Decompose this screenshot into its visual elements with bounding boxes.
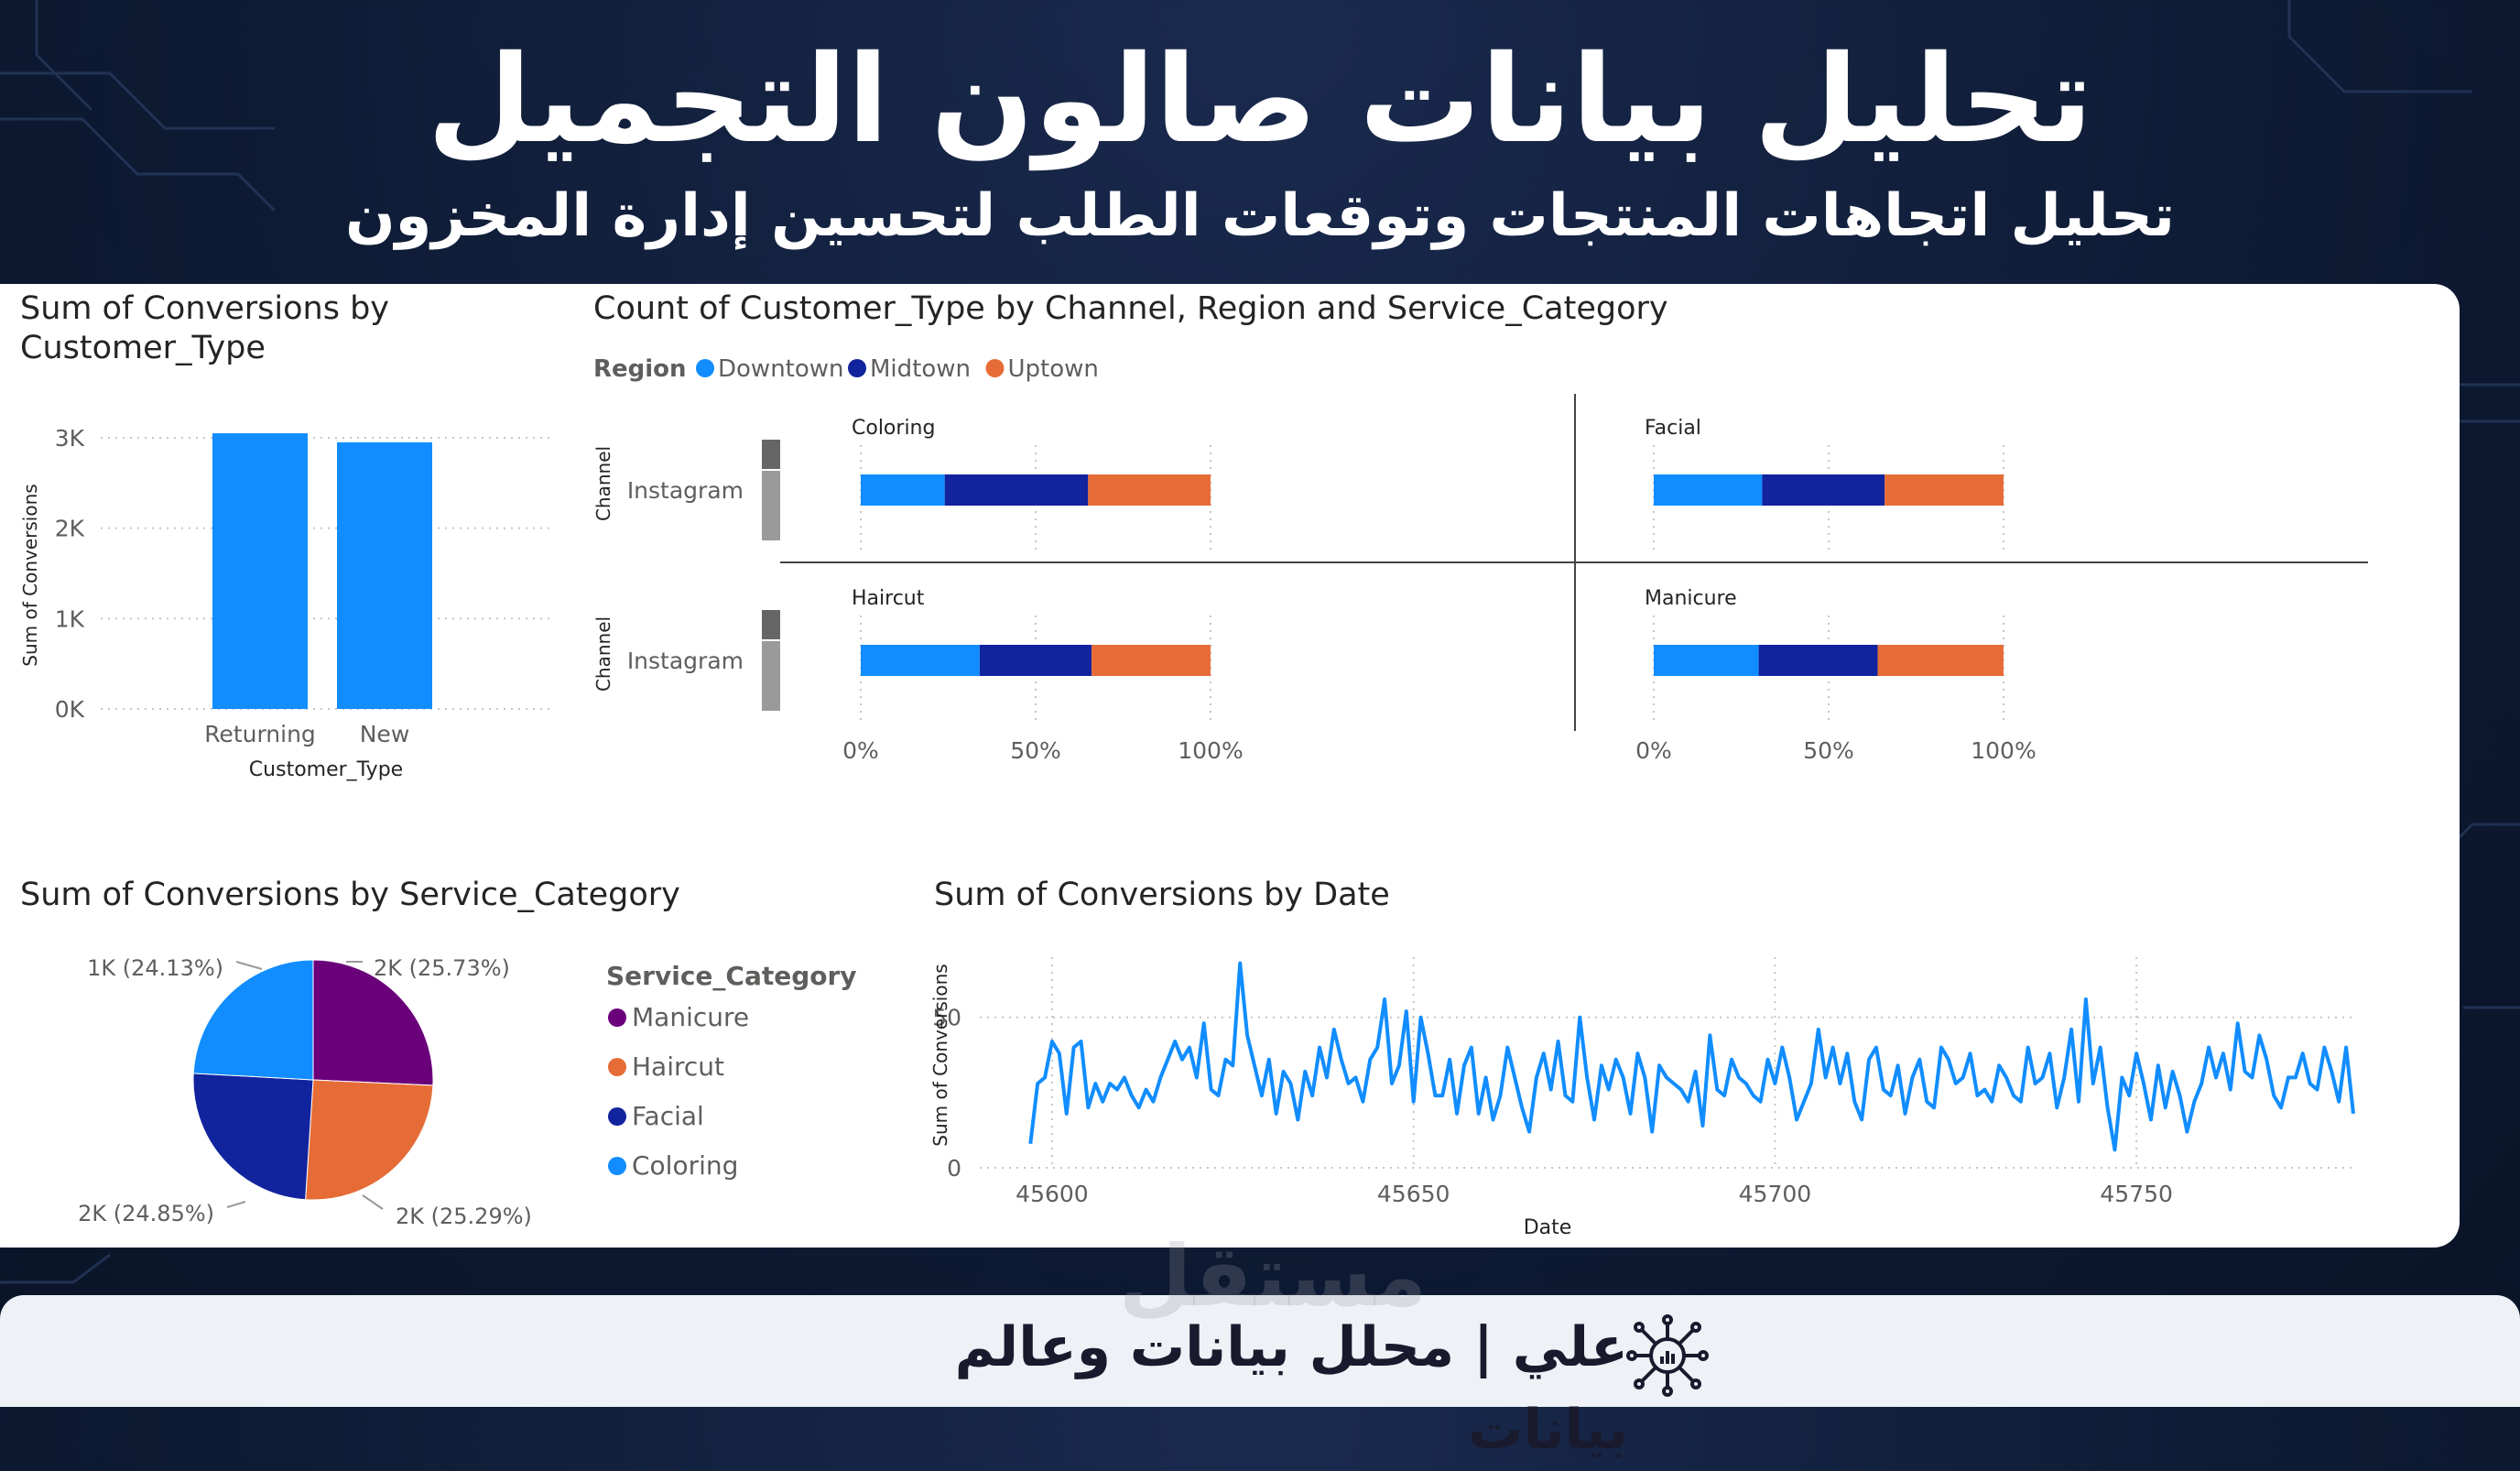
legend-marker-uptown bbox=[985, 359, 1005, 377]
page-subtitle: تحليل اتجاهات المنتجات وتوقعات الطلب لتح… bbox=[344, 182, 2176, 250]
bar-returning bbox=[212, 433, 308, 709]
pie-slice-coloring bbox=[192, 959, 314, 1081]
footer-author: علي | محلل بيانات وعالم بيانات bbox=[954, 1315, 1628, 1462]
chart-title-service-category: Sum of Conversions by Service_Category bbox=[20, 877, 680, 913]
x-tick-label: New bbox=[360, 721, 410, 747]
conversions-date-line-chart: 0 50 45600 45650 45700 45750 Date Sum of Conver… bbox=[929, 957, 2355, 1239]
data-label-leader bbox=[235, 961, 263, 970]
watermark-logo: مستقل bbox=[1118, 1227, 1428, 1325]
x-tick-label: 45750 bbox=[2100, 1181, 2173, 1207]
x-tick-label: 50% bbox=[1010, 737, 1061, 764]
scrollbar-thumb bbox=[762, 610, 780, 639]
y-axis-title: Channel bbox=[592, 446, 614, 521]
y-tick-label: 3K bbox=[55, 425, 85, 452]
legend-marker-haircut bbox=[608, 1058, 626, 1076]
y-tick-label: 0 bbox=[947, 1155, 961, 1182]
bar-segment-midtown bbox=[979, 645, 1092, 676]
bar-segment-downtown bbox=[861, 645, 980, 676]
x-tick-label: 45700 bbox=[1739, 1181, 1812, 1207]
legend-title: Service_Category bbox=[606, 961, 857, 991]
pie-data-label-facial: 2K (24.85%) bbox=[78, 1201, 214, 1226]
legend-marker-facial bbox=[608, 1107, 626, 1126]
y-axis-title: Channel bbox=[592, 616, 614, 692]
channel-region-stacked-bar-chart: Region Downtown Midtown Uptown Coloring Facia… bbox=[592, 355, 2368, 764]
chart-title-channel-region: Count of Customer_Type by Channel, Regio… bbox=[593, 290, 1668, 327]
bar-segment-uptown bbox=[1877, 645, 2004, 676]
y-tick-label: 2K bbox=[55, 516, 85, 542]
bar-segment-downtown bbox=[1654, 645, 1759, 676]
pie-data-label-haircut: 2K (25.29%) bbox=[396, 1204, 532, 1229]
x-axis-title: Customer_Type bbox=[249, 758, 403, 781]
pie-slice-manicure bbox=[312, 959, 434, 1086]
network-chart-icon bbox=[1626, 1314, 1709, 1397]
x-tick-label: Returning bbox=[204, 721, 316, 747]
facet-label-facial: Facial bbox=[1645, 417, 1701, 440]
y-axis-title: Sum of Conversions bbox=[929, 964, 951, 1146]
chart-title-date: Sum of Conversions by Date bbox=[934, 877, 1390, 913]
legend-label-coloring: Coloring bbox=[632, 1150, 738, 1181]
x-tick-label: 50% bbox=[1803, 737, 1854, 764]
legend-label-manicure: Manicure bbox=[632, 1002, 749, 1032]
bar-segment-uptown bbox=[1088, 474, 1211, 506]
channel-label: Instagram bbox=[627, 477, 744, 504]
x-tick-label: 100% bbox=[1178, 737, 1243, 764]
facet-label-haircut: Haircut bbox=[852, 587, 925, 610]
scrollbar-track bbox=[762, 641, 780, 711]
pie-slice-haircut bbox=[305, 1079, 434, 1201]
y-axis-title: Sum of Conversions bbox=[19, 484, 41, 666]
bar-segment-midtown bbox=[1758, 645, 1878, 676]
bar-segment-uptown bbox=[1092, 645, 1211, 676]
scrollbar-track bbox=[762, 471, 780, 540]
bar-segment-midtown bbox=[944, 474, 1089, 506]
legend-marker-manicure bbox=[608, 1008, 626, 1027]
bar-segment-downtown bbox=[861, 474, 945, 506]
x-tick-label: 0% bbox=[1635, 737, 1672, 764]
legend-label-uptown: Uptown bbox=[1008, 355, 1099, 383]
y-tick-label: 0K bbox=[55, 696, 85, 723]
legend-label-haircut: Haircut bbox=[632, 1051, 724, 1082]
facet-label-manicure: Manicure bbox=[1645, 587, 1737, 610]
x-tick-label: 45600 bbox=[1016, 1181, 1089, 1207]
service-category-pie-chart: 2K (25.73%) 2K (25.29%) 2K (24.85%) 1K (24.… bbox=[78, 955, 857, 1229]
x-tick-label: 0% bbox=[842, 737, 879, 764]
y-tick-label: 1K bbox=[55, 605, 85, 632]
pie-data-label-manicure: 2K (25.73%) bbox=[374, 955, 510, 981]
x-axis-title: Date bbox=[1524, 1216, 1572, 1239]
x-tick-label: 45650 bbox=[1377, 1181, 1450, 1207]
legend-label-downtown: Downtown bbox=[718, 355, 844, 383]
bar-new bbox=[337, 441, 432, 709]
chart-title-customer-type: Sum of Conversions by Customer_Type bbox=[20, 290, 389, 366]
legend-title: Region bbox=[593, 355, 687, 383]
legend-marker-downtown bbox=[696, 359, 714, 377]
series-line-conversions bbox=[1028, 961, 2355, 1152]
channel-label: Instagram bbox=[627, 648, 744, 674]
footer-bar bbox=[0, 1295, 2520, 1407]
y-tick-label: 50 bbox=[932, 1005, 961, 1031]
scrollbar-thumb bbox=[762, 440, 780, 469]
x-tick-label: 100% bbox=[1971, 737, 2036, 764]
page-title: تحليل بيانات صالون التجميل bbox=[427, 29, 2093, 170]
pie-slice-facial bbox=[192, 1073, 314, 1201]
data-label-leader bbox=[226, 1201, 246, 1208]
legend-marker-coloring bbox=[608, 1157, 626, 1175]
bar-segment-midtown bbox=[1762, 474, 1885, 506]
data-label-leader bbox=[362, 1194, 384, 1210]
pie-data-label-coloring: 1K (24.13%) bbox=[87, 955, 223, 981]
bar-segment-downtown bbox=[1654, 474, 1763, 506]
bar-segment-uptown bbox=[1885, 474, 2004, 506]
legend-marker-midtown bbox=[848, 359, 866, 377]
facet-label-coloring: Coloring bbox=[852, 417, 935, 440]
legend-label-midtown: Midtown bbox=[870, 355, 971, 383]
legend-label-facial: Facial bbox=[632, 1101, 704, 1131]
customer-type-bar-chart: 0K 1K 2K 3K Returning New Customer_Type Sum of … bbox=[19, 425, 549, 781]
